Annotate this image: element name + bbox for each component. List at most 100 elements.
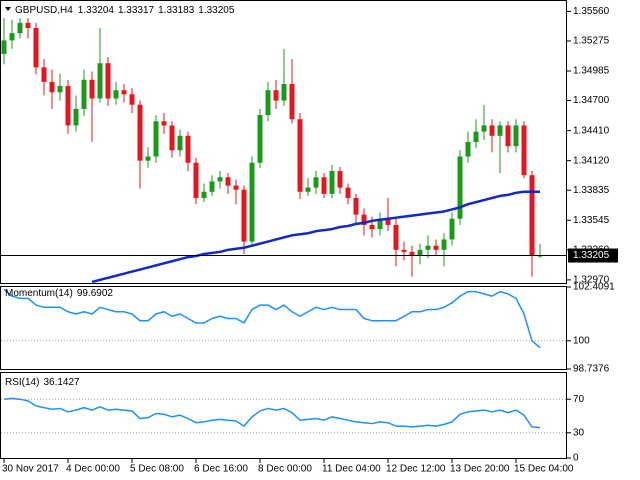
y-tick-label: 1.34120 — [573, 155, 610, 166]
momentum-header: Momentum(14) 99.6902 — [5, 288, 113, 299]
candle-body — [233, 185, 239, 190]
x-tick-label: 13 Dec 20:00 — [450, 464, 510, 475]
header: GBPUSD,H4 1.33204 1.33317 1.33183 1.33205 — [15, 5, 235, 16]
candle-body — [145, 156, 151, 161]
candle-body — [121, 90, 127, 95]
candle-body — [441, 239, 447, 250]
close-value: 1.33205 — [198, 5, 235, 16]
candle-body — [281, 83, 287, 101]
candle-body — [9, 33, 15, 41]
candle-body — [89, 79, 95, 99]
candle-body — [129, 94, 135, 105]
momentum-title: Momentum(14) — [5, 288, 73, 299]
rsi-panel — [0, 372, 567, 459]
candle-body — [513, 125, 519, 147]
candle-body — [401, 249, 407, 252]
y-tick-label: 70 — [573, 394, 585, 405]
candle-body — [225, 177, 231, 186]
candle-body — [153, 121, 159, 157]
candle-body — [305, 187, 311, 192]
candle-body — [329, 171, 335, 194]
y-tick-label: 1.35275 — [573, 36, 610, 47]
indicator-line — [3, 288, 541, 349]
candle-body — [137, 104, 143, 161]
high-value: 1.33317 — [118, 5, 155, 16]
rsi-header: RSI(14) 36.1427 — [5, 377, 80, 388]
momentum-panel — [0, 286, 567, 370]
indicator-line — [3, 397, 541, 429]
y-tick-label: 1.35560 — [573, 6, 610, 17]
candle-body — [529, 175, 535, 256]
candle-body — [433, 245, 439, 250]
moving-average — [91, 190, 540, 284]
candle-body — [265, 90, 271, 116]
candle-body — [41, 67, 47, 82]
x-tick-label: 30 Nov 2017 — [2, 464, 59, 475]
momentum-value: 99.6902 — [77, 288, 114, 299]
y-tick-label: 98.7376 — [573, 364, 610, 375]
y-tick-label: 102.4091 — [573, 282, 615, 293]
x-tick-label: 4 Dec 00:00 — [66, 464, 120, 475]
candle-body — [457, 156, 463, 219]
candle-body — [425, 245, 431, 250]
price-label: 1.33205 — [573, 250, 610, 261]
candle-body — [249, 162, 255, 242]
candle-body — [97, 63, 103, 99]
candle-body — [161, 121, 167, 126]
x-tick-label: 5 Dec 08:00 — [130, 464, 184, 475]
y-tick-label: 1.34410 — [573, 125, 610, 136]
candle-body — [257, 115, 263, 163]
candle-body — [49, 81, 55, 93]
candle-body — [25, 22, 31, 28]
header-icon — [5, 7, 11, 11]
candle-body — [273, 90, 279, 101]
header-background — [2, 2, 227, 18]
candle-body — [521, 125, 527, 176]
x-tick-label: 8 Dec 00:00 — [258, 464, 312, 475]
candle-body — [361, 214, 367, 225]
candle-body — [81, 79, 87, 109]
candle-body — [297, 119, 303, 192]
x-tick-label: 12 Dec 12:00 — [386, 464, 446, 475]
candle-body — [185, 135, 191, 163]
candle-body — [417, 249, 423, 257]
candle-body — [353, 197, 359, 215]
candle-body — [313, 177, 319, 188]
candle-body — [105, 63, 111, 99]
x-tick-label: 15 Dec 04:00 — [514, 464, 574, 475]
candle-body — [393, 224, 399, 250]
candle-body — [377, 218, 383, 230]
candle-body — [321, 177, 327, 194]
plot-layer: 1.329701.332601.335451.338351.341201.344… — [1, 6, 618, 464]
candle-body — [57, 86, 63, 93]
y-tick-label: 1.34985 — [573, 66, 610, 77]
y-tick-label: 100 — [573, 335, 590, 346]
y-tick-label: 0 — [573, 453, 579, 464]
candle-body — [241, 189, 247, 242]
main-panel — [0, 0, 567, 284]
candle-body — [193, 162, 199, 198]
rsi-value: 36.1427 — [43, 377, 80, 388]
rsi-title: RSI(14) — [5, 377, 39, 388]
candle-body — [337, 171, 343, 188]
candle-body — [465, 142, 471, 157]
candle-body — [289, 83, 295, 120]
candle-body — [177, 135, 183, 151]
candle-body — [505, 125, 511, 147]
candle-body — [201, 191, 207, 198]
price-box — [568, 248, 618, 263]
low-value: 1.33183 — [158, 5, 195, 16]
y-tick-label: 1.33545 — [573, 215, 610, 226]
candle-body — [345, 187, 351, 198]
y-tick-label: 1.32970 — [573, 275, 610, 286]
candle-body — [113, 90, 119, 99]
y-tick-label: 1.34700 — [573, 95, 610, 106]
candle-body — [65, 86, 71, 126]
candle-body — [217, 177, 223, 182]
candle-body — [489, 125, 495, 136]
candle-body — [73, 108, 79, 126]
y-tick-label: 1.33835 — [573, 185, 610, 196]
x-tick-label: 6 Dec 16:00 — [194, 464, 248, 475]
candle-body — [449, 218, 455, 240]
